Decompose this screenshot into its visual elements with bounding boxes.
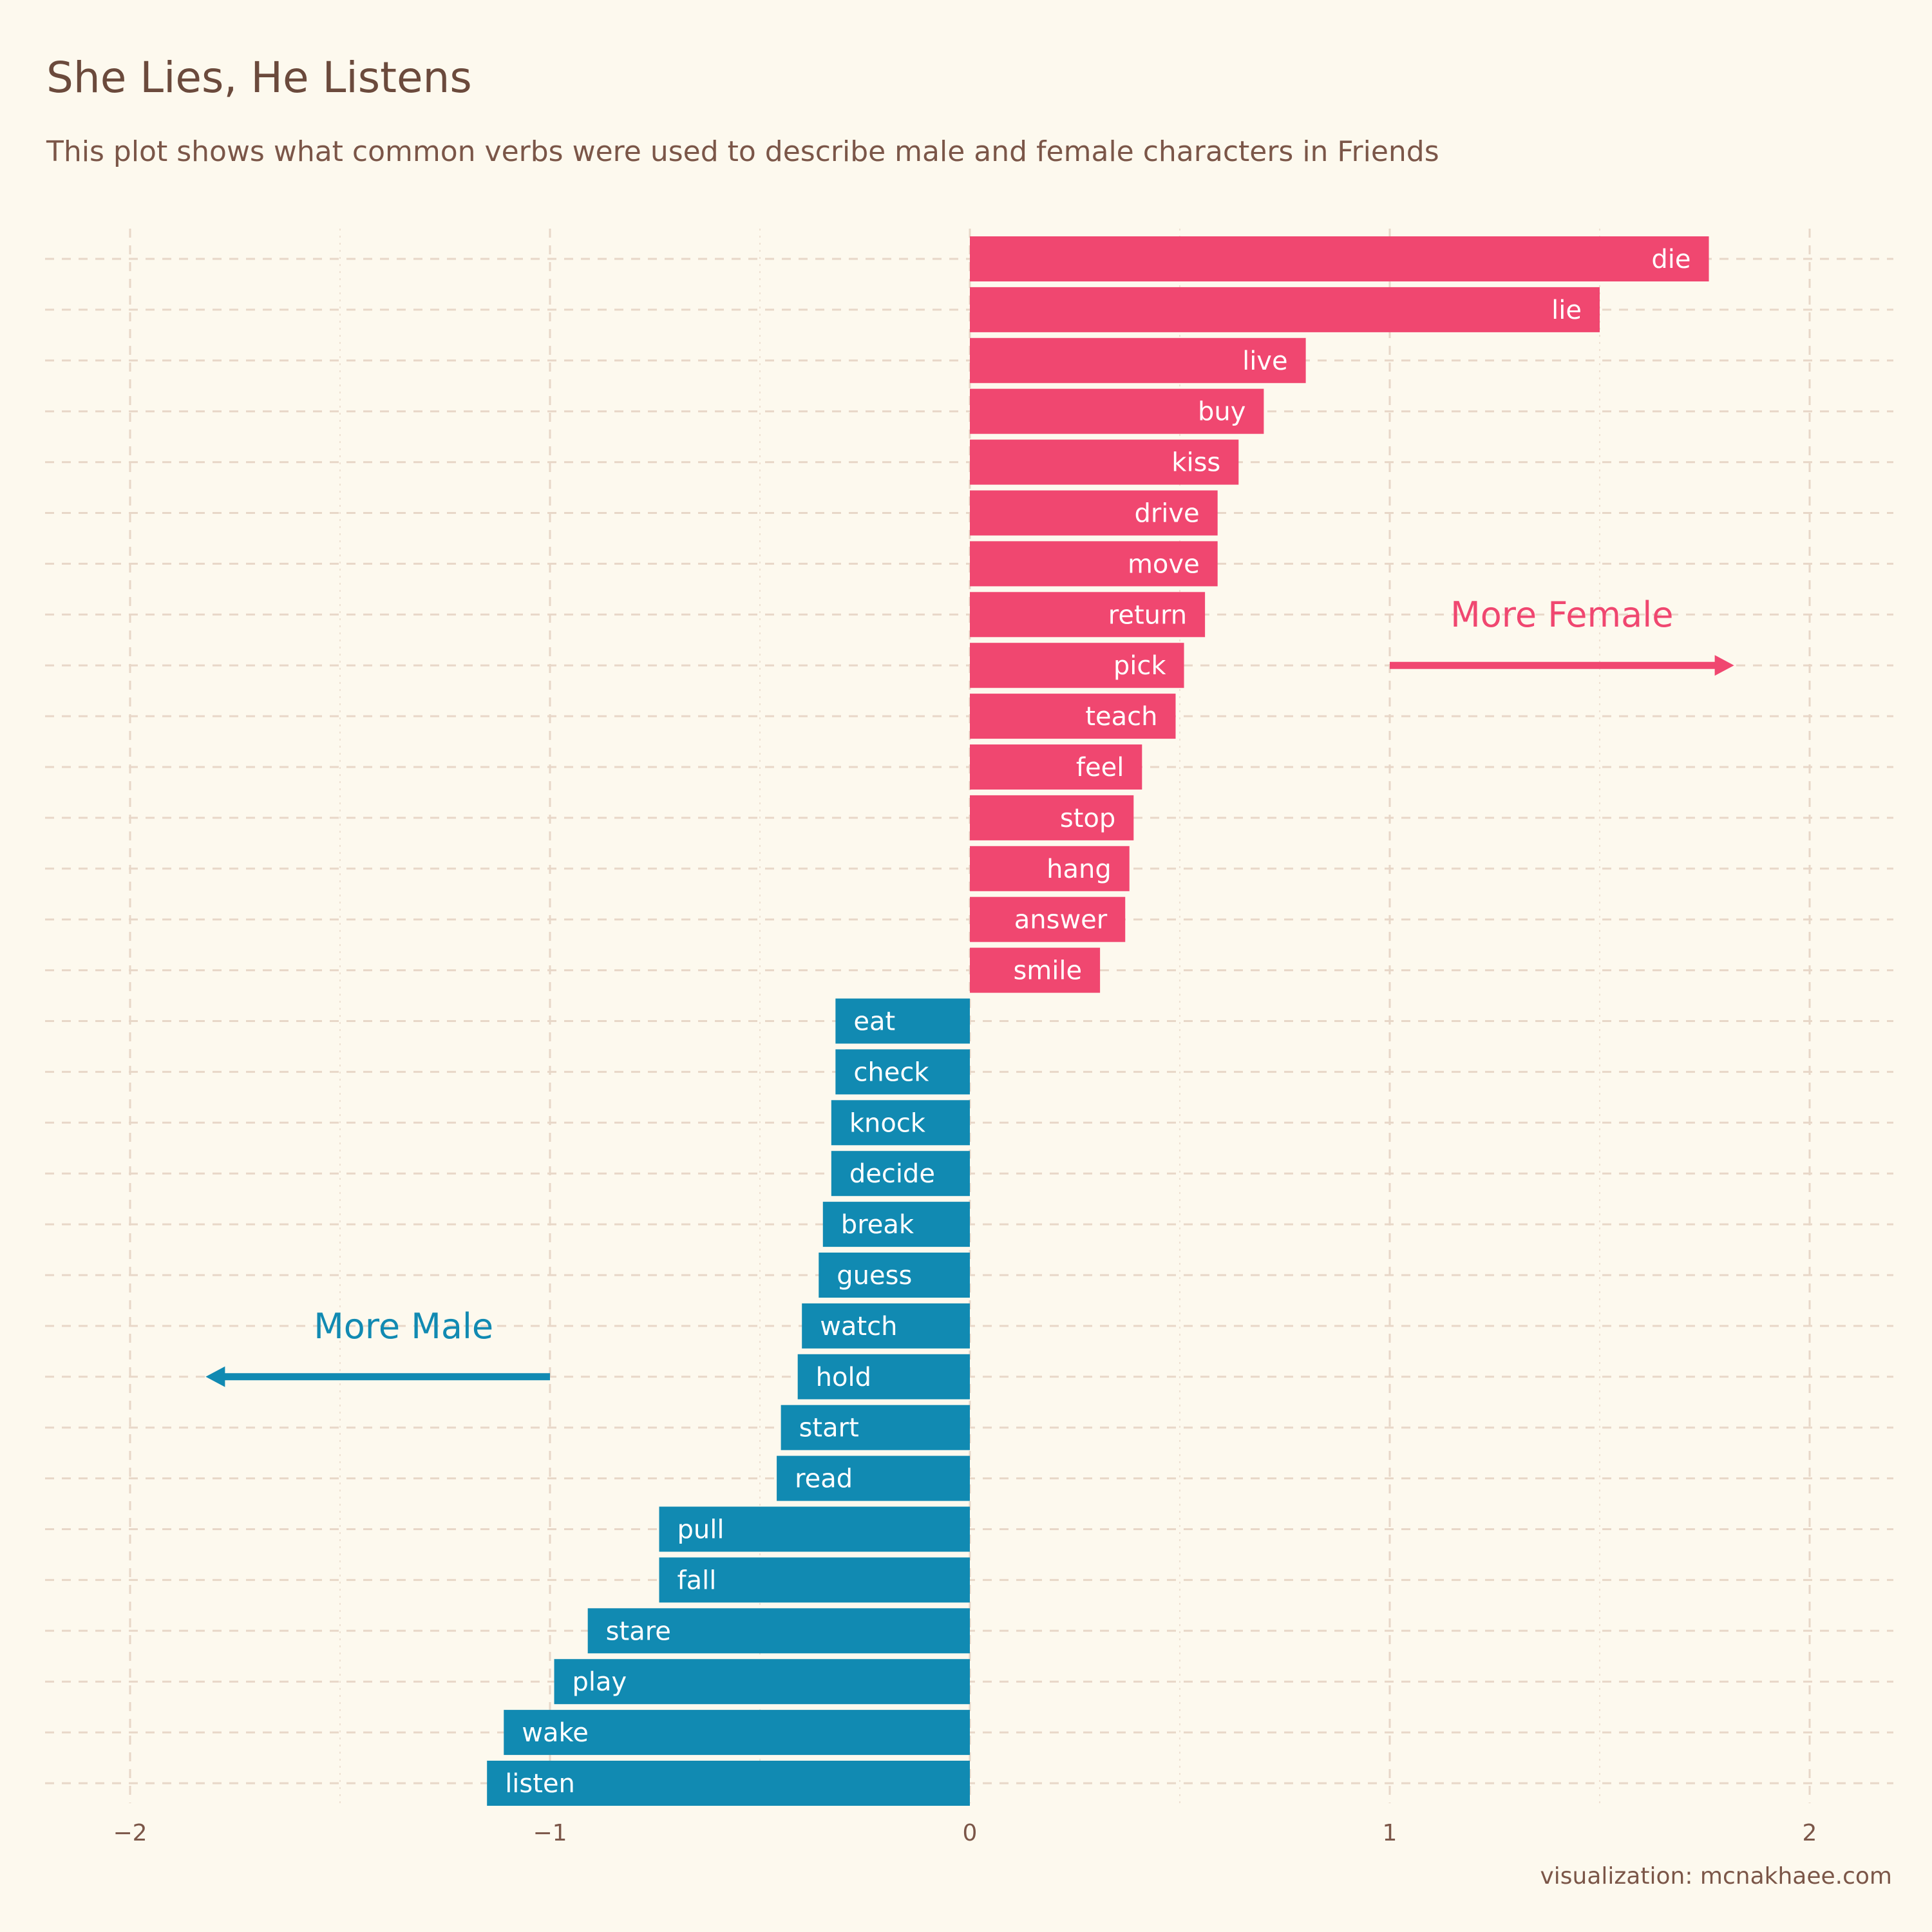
bar-guess — [819, 1253, 970, 1298]
bar-label-eat: eat — [853, 1007, 895, 1037]
bar-move — [970, 541, 1218, 587]
bar-label-pull: pull — [677, 1515, 724, 1545]
bar-label-smile: smile — [1013, 956, 1082, 986]
bar-label-knock: knock — [849, 1108, 926, 1138]
chart-title: She Lies, He Listens — [46, 53, 472, 102]
bar-drive — [970, 490, 1218, 536]
bar-decide — [831, 1151, 970, 1197]
bar-label-wake: wake — [522, 1718, 589, 1748]
annotations: More Female More Male — [205, 594, 1734, 1387]
bar-watch — [802, 1303, 970, 1349]
bar-start — [781, 1405, 970, 1450]
bar-kiss — [970, 439, 1239, 485]
bar-label-return: return — [1108, 600, 1187, 630]
x-tick-label: −2 — [113, 1820, 147, 1846]
female-arrow-head — [1714, 655, 1734, 676]
bar-label-teach: teach — [1085, 702, 1157, 732]
bar-label-check: check — [853, 1057, 929, 1087]
bar-stop — [970, 795, 1134, 840]
bar-stare — [587, 1608, 970, 1654]
bar-break — [822, 1202, 970, 1247]
bar-label-lie: lie — [1551, 296, 1582, 325]
bar-answer — [970, 896, 1126, 942]
bar-pick — [970, 643, 1184, 688]
more-female-label: More Female — [1450, 594, 1673, 635]
bar-label-kiss: kiss — [1171, 448, 1220, 478]
bar-lie — [970, 287, 1600, 332]
bar-label-break: break — [841, 1210, 914, 1240]
bar-label-move: move — [1128, 549, 1200, 579]
bar-hang — [970, 846, 1130, 891]
bar-label-hold: hold — [816, 1363, 871, 1392]
bar-teach — [970, 694, 1176, 739]
bar-play — [554, 1659, 970, 1705]
bar-label-answer: answer — [1014, 905, 1108, 935]
bar-return — [970, 592, 1206, 638]
bar-read — [777, 1455, 970, 1501]
bar-buy — [970, 388, 1264, 434]
bar-label-start: start — [799, 1414, 859, 1443]
bar-listen — [487, 1761, 970, 1806]
bar-label-buy: buy — [1198, 397, 1245, 427]
bar-label-feel: feel — [1076, 753, 1124, 782]
chart-subtitle: This plot shows what common verbs were u… — [46, 135, 1439, 168]
bar-label-live: live — [1242, 346, 1288, 376]
bar-label-play: play — [573, 1667, 627, 1697]
bar-label-watch: watch — [820, 1312, 897, 1341]
bar-label-listen: listen — [505, 1769, 575, 1799]
bar-live — [970, 337, 1306, 383]
bar-label-stare: stare — [606, 1616, 671, 1646]
bar-label-read: read — [795, 1464, 853, 1494]
bar-label-fall: fall — [677, 1566, 717, 1595]
bars — [487, 236, 1709, 1806]
more-male-label: More Male — [314, 1306, 493, 1347]
x-tick-label: 1 — [1383, 1820, 1397, 1846]
x-tick-label: 2 — [1803, 1820, 1817, 1846]
bar-label-hang: hang — [1046, 855, 1112, 884]
bar-label-drive: drive — [1134, 499, 1199, 529]
bar-label-guess: guess — [837, 1261, 912, 1291]
bar-die — [970, 236, 1709, 281]
x-tick-label: 0 — [963, 1820, 978, 1846]
x-axis: −2 −1 0 1 2 — [113, 1820, 1817, 1846]
bar-check — [835, 1049, 970, 1095]
chart-caption: visualization: mcnakhaee.com — [1540, 1863, 1892, 1889]
bar-fall — [659, 1557, 970, 1603]
bar-feel — [970, 744, 1142, 790]
bar-label-stop: stop — [1060, 804, 1115, 833]
x-tick-label: −1 — [533, 1820, 567, 1846]
bar-smile — [970, 947, 1101, 993]
bar-pull — [659, 1506, 970, 1552]
bar-knock — [831, 1100, 970, 1146]
bar-label-die: die — [1651, 245, 1690, 274]
bar-label-pick: pick — [1113, 651, 1166, 681]
bar-hold — [797, 1354, 970, 1399]
male-arrow-head — [205, 1366, 225, 1387]
bar-wake — [504, 1710, 970, 1756]
bar-eat — [835, 998, 970, 1044]
bar-labels: die lie live buy kiss drive move return pick teac… — [505, 245, 1690, 1799]
bar-label-decide: decide — [849, 1159, 935, 1189]
